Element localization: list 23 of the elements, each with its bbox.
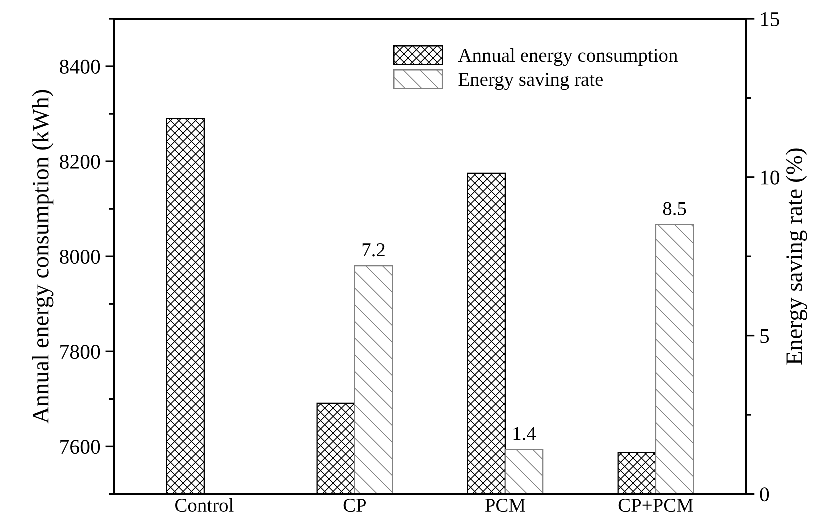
x-tick-label: CP [344,498,366,512]
y-tick-label: 8400 [60,60,100,74]
y2-tick-label: 0 [760,488,770,502]
y2-tick-label: 10 [761,170,780,185]
y-axis-title: Annual energy consumption (kWh) [32,90,54,424]
data-label: 8.5 [663,202,686,216]
data-label: 1.4 [514,427,536,440]
legend-label: Energy saving rate [458,73,603,90]
bar [655,224,694,494]
x-tick-label: PCM [485,498,526,512]
y2-tick-label: 15 [761,12,780,26]
data-label: 7.2 [362,244,385,257]
bar [504,449,544,494]
y-tick-label: 7800 [60,345,100,360]
x-tick-label: CP+PCM [618,498,694,512]
y-tick-label: 7600 [60,440,100,454]
x-tick-label: Control [176,498,234,512]
y-tick-label: 8000 [60,250,100,264]
y2-axis-title: Energy saving rate (%) [786,148,808,365]
legend-label: Annual energy consumption [458,48,678,66]
y2-tick-label: 5 [760,329,770,344]
bar [354,266,394,494]
y-tick-label: 8200 [60,154,100,169]
